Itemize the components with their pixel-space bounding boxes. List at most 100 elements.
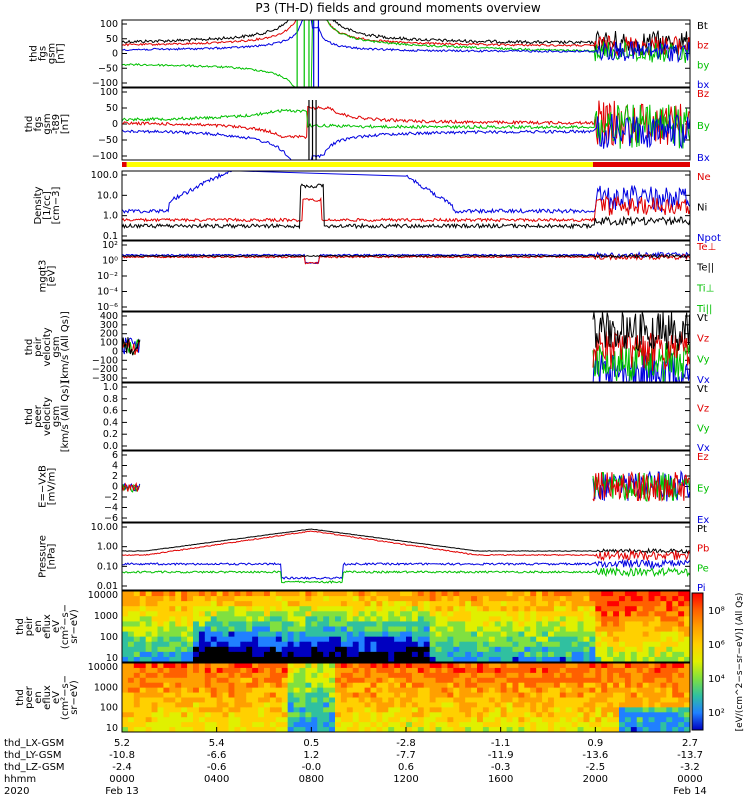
spectrogram-cell [329, 656, 336, 662]
spectrogram-cell [506, 702, 514, 708]
spectrogram-cell [571, 656, 579, 662]
spectrogram-cell [435, 626, 443, 633]
ytick-label: 10² [102, 240, 118, 251]
spectrogram-cell [335, 682, 342, 689]
spectrogram-cell [228, 672, 236, 679]
spectrogram-cell [571, 626, 579, 633]
spectrogram-cell [151, 687, 159, 694]
spectrogram-cell [488, 641, 496, 648]
spectrogram-cell [299, 712, 307, 718]
spectrogram-cell [287, 646, 295, 653]
spectrogram-cell [417, 611, 425, 617]
spectrogram-cell [423, 722, 431, 728]
spectrogram-cell [122, 616, 129, 623]
spectrogram-cell [441, 712, 449, 718]
spectrogram-cell [198, 596, 206, 602]
spectrogram-cell [589, 626, 596, 633]
colorbar-tick: 10⁸ [708, 606, 725, 617]
spectrogram-cell [323, 712, 330, 718]
spectrogram-cell [394, 601, 401, 607]
spectrogram-cell [500, 672, 508, 679]
spectrogram-cell [654, 712, 662, 718]
spectrogram-cell [477, 663, 484, 669]
spectrogram-cell [394, 692, 401, 699]
spectrogram-cell [317, 677, 324, 684]
spectrogram-cell [601, 687, 608, 694]
spectrogram-cell [210, 707, 218, 713]
spectrogram-cell [145, 591, 153, 597]
spectrogram-cell [542, 596, 549, 602]
spectrogram-cell [684, 722, 690, 728]
spectrogram-cell [122, 692, 129, 699]
spectrogram-cell [494, 692, 502, 699]
spectrogram-cell [198, 621, 206, 628]
spectrogram-cell [642, 641, 650, 648]
spectrogram-cell [252, 656, 259, 662]
spectrogram-cell [252, 621, 259, 628]
spectrogram-cell [577, 626, 585, 633]
spectrogram-cell [648, 727, 656, 732]
ylabel-line: sr−eV) [69, 609, 80, 644]
spectrogram-cell [275, 601, 283, 607]
spectrogram-cell [400, 626, 407, 633]
ytick-label: 10000 [88, 590, 118, 601]
spectrogram-cell [583, 641, 591, 648]
spectrogram-cell [672, 712, 679, 718]
spectrogram-cell [518, 591, 525, 597]
ytick-label: 10⁰ [102, 256, 118, 267]
spectrogram-cell [234, 717, 241, 723]
spectrogram-cell [577, 651, 585, 658]
spectrogram-cell [157, 697, 165, 704]
spectrogram-cell [565, 717, 573, 723]
spectrogram-cell [417, 663, 425, 669]
spectrogram-cell [559, 656, 567, 662]
spectrogram-cell [542, 677, 549, 684]
spectrogram-cell [589, 621, 596, 628]
spectrogram-cell [358, 601, 366, 607]
spectrogram-cell [506, 621, 514, 628]
spectrogram-cell [553, 591, 561, 597]
spectrogram-cell [429, 663, 437, 669]
spectrogram-cell [577, 682, 585, 689]
spectrogram-cell [459, 601, 466, 607]
spectrogram-cell [672, 646, 679, 653]
spectrogram-cell [577, 591, 585, 597]
spectrogram-cell [666, 682, 673, 689]
spectrogram-cell [577, 596, 585, 602]
spectrogram-cell [417, 707, 425, 713]
spectrogram-cell [666, 591, 673, 597]
spectrogram-cell [613, 722, 620, 728]
spectrogram-cell [210, 641, 218, 648]
spectrogram-cell [394, 682, 401, 689]
spectrogram-cell [630, 651, 638, 658]
spectrogram-cell [305, 667, 312, 674]
spectrogram-cell [133, 591, 141, 597]
spectrogram-cell [139, 616, 147, 623]
spectrogram-cell [169, 646, 176, 653]
spectrogram-cell [258, 621, 265, 628]
series-bx [122, 20, 690, 64]
spectrogram-cell [411, 656, 419, 662]
spectrogram-cell [553, 702, 561, 708]
spectrogram-cell [388, 626, 395, 633]
spectrogram-cell [518, 682, 525, 689]
ytick-label: 0.8 [103, 394, 118, 405]
spectrogram-cell [382, 672, 389, 679]
spectrogram-cell [465, 651, 472, 658]
spectrogram-cell [636, 596, 644, 602]
spectrogram-cell [589, 727, 596, 732]
spectrogram-cell [589, 596, 596, 602]
spectrogram-cell [648, 591, 656, 597]
panel-ylabel: thdpeirvelocitygsm[km/s (All Qs)] [24, 311, 71, 383]
spectrogram-cell [352, 663, 360, 669]
spectrogram-cell [406, 692, 413, 699]
spectrogram-cell [122, 591, 129, 597]
spectrogram-cell [394, 616, 401, 623]
spectrogram-cell [281, 646, 289, 653]
spectrogram-cell [524, 717, 531, 723]
spectrogram-cell [666, 667, 673, 674]
spectrogram-cell [157, 692, 165, 699]
spectrogram-cell [352, 616, 360, 623]
spectrogram-cell [139, 646, 147, 653]
spectrogram-cell [565, 621, 573, 628]
